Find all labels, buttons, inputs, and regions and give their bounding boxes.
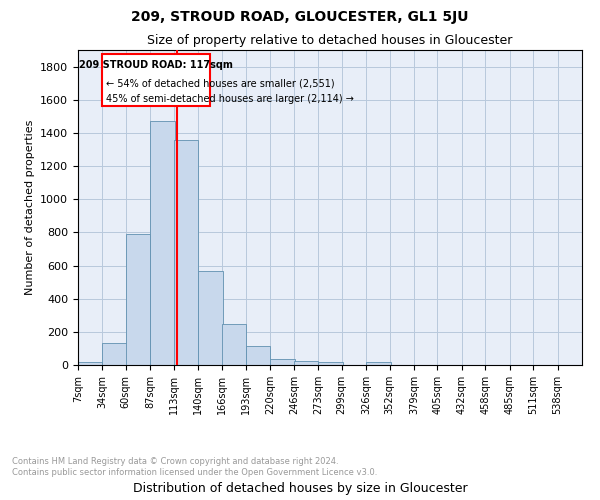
Bar [221,324,246,365]
Bar [103,54,210,106]
Bar [150,122,175,365]
Bar [271,359,295,365]
Bar [318,362,343,365]
Bar [246,346,271,365]
Title: Size of property relative to detached houses in Gloucester: Size of property relative to detached ho… [148,34,512,48]
Bar [126,234,150,365]
Y-axis label: Number of detached properties: Number of detached properties [25,120,35,295]
Bar [78,362,103,365]
Text: Contains HM Land Registry data © Crown copyright and database right 2024.
Contai: Contains HM Land Registry data © Crown c… [12,458,377,477]
Text: ← 54% of detached houses are smaller (2,551): ← 54% of detached houses are smaller (2,… [106,79,335,89]
Bar [174,140,198,365]
Text: 209, STROUD ROAD, GLOUCESTER, GL1 5JU: 209, STROUD ROAD, GLOUCESTER, GL1 5JU [131,10,469,24]
Bar [198,272,223,365]
Text: 209 STROUD ROAD: 117sqm: 209 STROUD ROAD: 117sqm [79,60,233,70]
Text: 45% of semi-detached houses are larger (2,114) →: 45% of semi-detached houses are larger (… [106,94,354,104]
Bar [103,342,127,365]
Bar [294,360,318,365]
Bar [366,362,391,365]
Text: Distribution of detached houses by size in Gloucester: Distribution of detached houses by size … [133,482,467,495]
